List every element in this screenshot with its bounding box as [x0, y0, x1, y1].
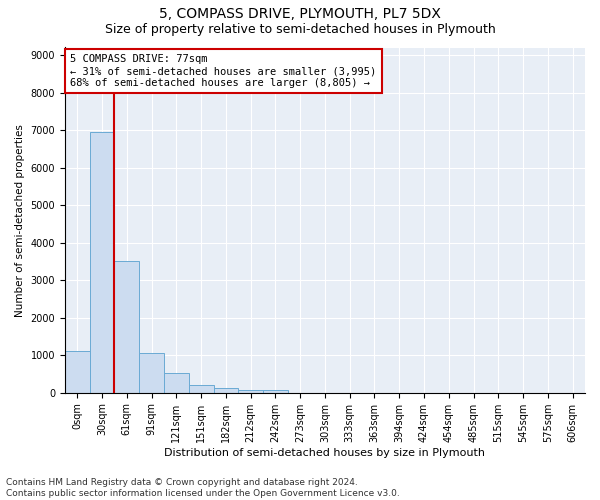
- Bar: [65, 352, 89, 393]
- Bar: [139, 354, 164, 393]
- Bar: [89, 132, 115, 392]
- Bar: [263, 390, 288, 392]
- Bar: [189, 385, 214, 392]
- Bar: [214, 388, 238, 392]
- Bar: [238, 390, 263, 392]
- Y-axis label: Number of semi-detached properties: Number of semi-detached properties: [15, 124, 25, 316]
- Text: 5, COMPASS DRIVE, PLYMOUTH, PL7 5DX: 5, COMPASS DRIVE, PLYMOUTH, PL7 5DX: [159, 8, 441, 22]
- Text: Contains HM Land Registry data © Crown copyright and database right 2024.
Contai: Contains HM Land Registry data © Crown c…: [6, 478, 400, 498]
- Bar: [115, 262, 139, 392]
- Bar: [164, 373, 189, 392]
- X-axis label: Distribution of semi-detached houses by size in Plymouth: Distribution of semi-detached houses by …: [164, 448, 485, 458]
- Text: Size of property relative to semi-detached houses in Plymouth: Size of property relative to semi-detach…: [104, 22, 496, 36]
- Text: 5 COMPASS DRIVE: 77sqm
← 31% of semi-detached houses are smaller (3,995)
68% of : 5 COMPASS DRIVE: 77sqm ← 31% of semi-det…: [70, 54, 376, 88]
